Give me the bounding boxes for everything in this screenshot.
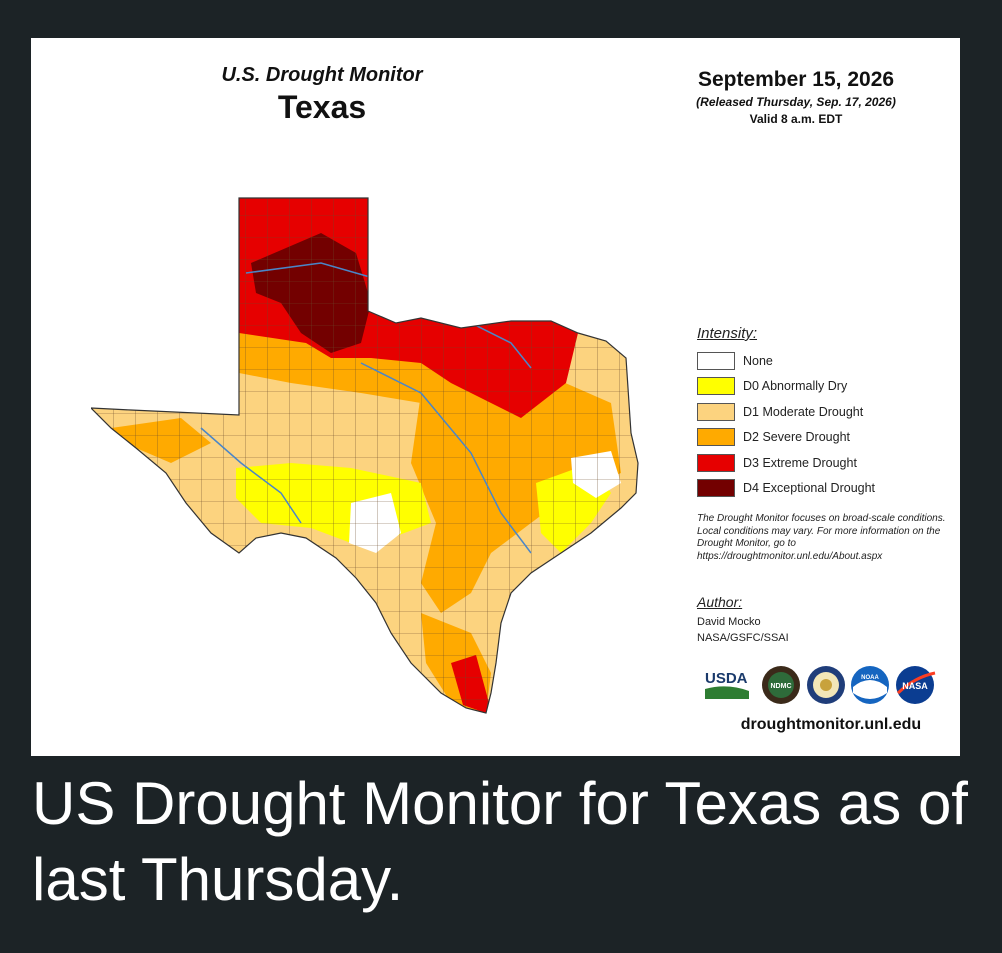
legend-row-d2: D2 Severe Drought	[697, 425, 957, 451]
legend-row-d1: D1 Moderate Drought	[697, 399, 957, 425]
legend-label: D3 Extreme Drought	[743, 455, 857, 470]
legend-swatch	[697, 428, 735, 447]
author-org: NASA/GSFC/SSAI	[697, 632, 789, 644]
noaa-logo: NOAA	[851, 666, 889, 704]
legend-label: D2 Severe Drought	[743, 430, 851, 445]
legend-row-d4: D4 Exceptional Drought	[697, 476, 957, 502]
legend-swatch	[697, 402, 735, 421]
monitor-name: U.S. Drought Monitor	[221, 64, 423, 86]
brazos-river	[360, 362, 532, 554]
drought-map-card: U.S. Drought Monitor Texas September 15,…	[31, 38, 960, 756]
rio-grande	[200, 427, 302, 524]
ndmc-logo-text: NDMC	[771, 683, 792, 690]
legend-label: D4 Exceptional Drought	[743, 481, 876, 496]
legend-title: Intensity:	[697, 325, 758, 342]
valid-time: Valid 8 a.m. EDT	[749, 112, 843, 126]
map-title-block: U.S. Drought Monitor Texas	[191, 64, 453, 126]
commerce-seal	[807, 666, 845, 704]
legend-row-d3: D3 Extreme Drought	[697, 450, 957, 476]
texas-outline	[91, 197, 639, 714]
usda-logo-text: USDA	[705, 670, 748, 687]
author-name: David Mocko	[697, 616, 761, 628]
legend-label: None	[743, 353, 773, 368]
date-block: September 15, 2026 (Released Thursday, S…	[651, 68, 941, 126]
texas-drought-map	[91, 197, 639, 714]
legend-swatch	[697, 453, 735, 472]
disclaimer-text: The Drought Monitor focuses on broad-sca…	[697, 513, 946, 562]
map-date: September 15, 2026	[697, 68, 895, 91]
legend-row-d0: D0 Abnormally Dry	[697, 374, 957, 400]
release-note: (Released Thursday, Sep. 17, 2026)	[696, 95, 896, 109]
noaa-logo-text: NOAA	[861, 675, 879, 681]
post-caption: US Drought Monitor for Texas as of last …	[32, 770, 968, 913]
legend-label: D0 Abnormally Dry	[743, 379, 848, 394]
legend-row-none: None	[697, 348, 957, 374]
state-name: Texas	[277, 89, 367, 125]
county-grid	[91, 198, 638, 713]
nasa-logo-text: NASA	[902, 681, 928, 691]
intensity-legend: Intensity: None D0 Abnormally Dry D1 Mod…	[697, 325, 957, 501]
author-heading: Author:	[697, 594, 743, 610]
legend-swatch	[697, 479, 735, 498]
usda-logo: USDA	[705, 670, 749, 699]
nasa-logo: NASA	[896, 666, 936, 704]
legend-swatch	[697, 351, 735, 370]
ndmc-logo: NDMC	[762, 666, 800, 704]
legend-swatch	[697, 377, 735, 396]
agency-logos: USDA NDMC NOAA NASA	[705, 666, 936, 704]
legend-label: D1 Moderate Drought	[743, 404, 864, 419]
site-url: droughtmonitor.unl.edu	[740, 716, 922, 733]
